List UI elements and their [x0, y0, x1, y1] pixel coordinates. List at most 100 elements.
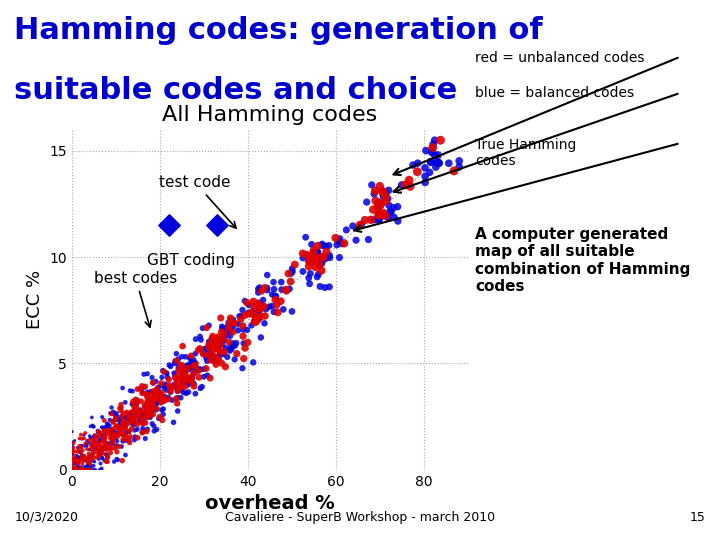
Point — [94, 428, 105, 436]
Point — [112, 412, 123, 421]
Point — [186, 373, 198, 382]
Point — [75, 455, 86, 463]
Point — [66, 449, 78, 458]
Point — [175, 362, 186, 370]
Point — [225, 314, 236, 322]
Point — [130, 399, 142, 407]
Point — [132, 420, 143, 428]
Point — [118, 430, 130, 438]
Point — [81, 461, 93, 469]
Point — [102, 451, 113, 460]
Point — [92, 428, 104, 437]
Point — [104, 421, 115, 430]
Point — [148, 395, 159, 404]
Point — [78, 442, 90, 450]
Point — [69, 463, 81, 471]
Point — [193, 366, 204, 375]
Point — [119, 421, 130, 430]
Point — [66, 465, 78, 474]
Point — [239, 344, 251, 353]
Point — [158, 383, 170, 392]
Point — [175, 362, 186, 371]
Point — [238, 325, 249, 334]
Point — [218, 336, 230, 345]
Point — [100, 423, 112, 431]
Point — [246, 321, 257, 330]
Point — [95, 430, 107, 439]
Point — [308, 248, 320, 256]
Point — [425, 158, 436, 167]
Point — [256, 304, 267, 313]
Point — [312, 248, 323, 256]
Point — [146, 398, 158, 407]
Point — [146, 373, 158, 382]
Point — [308, 256, 320, 265]
Point — [186, 359, 198, 368]
Point — [129, 407, 140, 416]
Point — [183, 388, 194, 396]
Point — [248, 358, 259, 367]
Point — [117, 420, 128, 429]
Point — [179, 382, 191, 391]
Point — [303, 262, 315, 271]
Point — [127, 420, 138, 428]
Point — [125, 408, 137, 416]
Point — [382, 213, 394, 222]
Point — [199, 345, 211, 353]
Point — [222, 323, 234, 332]
Point — [105, 448, 117, 457]
Point — [178, 379, 189, 387]
Point — [141, 393, 153, 402]
Point — [261, 271, 273, 279]
Point — [129, 426, 140, 435]
Point — [88, 436, 99, 444]
Point — [146, 398, 158, 407]
Point — [255, 333, 266, 342]
Point — [197, 324, 209, 333]
Point — [120, 421, 132, 429]
Point — [84, 446, 95, 454]
Point — [238, 354, 249, 363]
Point — [256, 303, 268, 312]
Point — [188, 382, 199, 390]
Point — [226, 342, 238, 351]
Point — [79, 465, 91, 474]
Point — [153, 387, 165, 395]
Point — [104, 439, 115, 448]
Point — [94, 440, 105, 448]
Point — [72, 456, 84, 464]
Point — [125, 387, 136, 395]
Point — [84, 465, 95, 474]
Point — [78, 456, 90, 465]
Point — [138, 383, 150, 391]
Point — [171, 375, 182, 383]
Point — [210, 345, 221, 353]
Point — [212, 341, 224, 350]
Point — [117, 421, 129, 430]
Point — [73, 463, 84, 471]
Point — [141, 408, 153, 416]
Point — [87, 438, 99, 447]
Point — [432, 158, 444, 166]
Point — [217, 350, 229, 359]
Point — [91, 441, 102, 450]
Point — [70, 454, 81, 462]
Point — [190, 335, 202, 343]
Point — [68, 447, 80, 456]
Point — [334, 234, 346, 243]
Point — [151, 384, 163, 393]
Point — [219, 330, 230, 339]
Point — [369, 190, 380, 198]
Point — [105, 426, 117, 435]
Point — [110, 415, 122, 424]
Point — [102, 453, 114, 462]
Point — [117, 409, 129, 418]
Point — [153, 393, 165, 402]
Point — [361, 198, 372, 206]
Point — [102, 453, 114, 461]
Point — [124, 438, 135, 447]
Point — [117, 420, 128, 429]
Point — [210, 360, 222, 369]
Point — [250, 314, 261, 322]
Point — [285, 277, 297, 286]
